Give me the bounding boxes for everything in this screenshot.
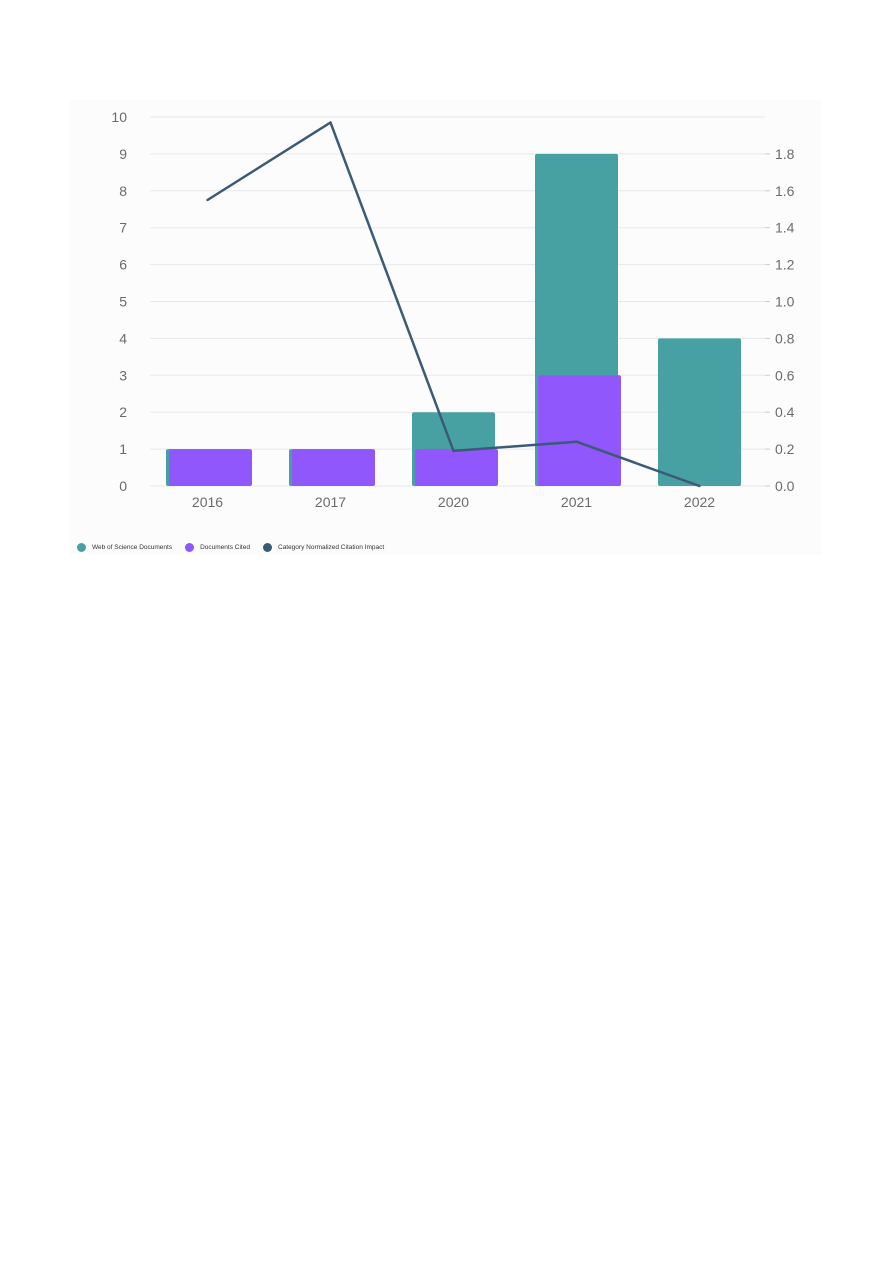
left-tick-label: 10	[111, 109, 127, 125]
x-axis: 2016 2017 2020 2021 2022	[192, 494, 715, 510]
line-point-cnci[interactable]	[329, 121, 332, 124]
bar-documents-cited[interactable]	[169, 449, 252, 486]
left-tick-label: 7	[119, 220, 127, 236]
right-tick-label: 0.8	[775, 330, 795, 346]
category-label: 2017	[315, 494, 346, 510]
legend-label: Category Normalized Citation Impact	[277, 544, 385, 551]
legend-item-wos-documents[interactable]: Web of Science Documents	[77, 543, 172, 552]
legend-dot-wos-documents	[77, 543, 86, 552]
right-tick-label: 1.4	[775, 220, 795, 236]
bar-documents-cited[interactable]	[538, 375, 621, 486]
right-axis: 0.0 0.2 0.4 0.6 0.8 1.0 1.2 1.4 1.6 1.8	[765, 146, 795, 494]
left-tick-label: 9	[119, 146, 127, 162]
left-tick-label: 1	[119, 441, 127, 457]
bars	[166, 153, 741, 486]
left-tick-label: 5	[119, 294, 127, 310]
citation-impact-line	[206, 121, 701, 488]
bar-documents-cited[interactable]	[292, 449, 375, 486]
left-tick-label: 2	[119, 404, 127, 420]
legend-label: Web of Science Documents	[92, 544, 173, 551]
right-tick-label: 1.6	[775, 183, 795, 199]
right-tick-label: 0.4	[775, 404, 795, 420]
legend: Web of Science Documents Documents Cited…	[77, 543, 397, 552]
left-axis: 0 1 2 3 4 5 6 7 8 9 10	[111, 109, 127, 494]
bar-documents-cited[interactable]	[415, 449, 498, 486]
right-tick-label: 0.2	[775, 441, 795, 457]
legend-item-documents-cited[interactable]: Documents Cited	[185, 543, 250, 552]
category-label: 2016	[192, 494, 223, 510]
line-point-cnci[interactable]	[698, 484, 701, 488]
category-label: 2020	[438, 494, 469, 510]
left-tick-label: 0	[119, 478, 127, 494]
legend-item-cnci[interactable]: Category Normalized Citation Impact	[262, 543, 385, 552]
line-point-cnci[interactable]	[206, 198, 209, 202]
right-tick-label: 0.6	[775, 367, 795, 383]
line-point-cnci[interactable]	[452, 449, 455, 453]
left-tick-label: 8	[119, 183, 127, 199]
legend-dot-cnci	[262, 543, 272, 552]
right-tick-label: 1.8	[775, 146, 795, 162]
legend-label: Documents Cited	[200, 544, 250, 551]
category-label: 2021	[561, 494, 592, 510]
right-tick-label: 1.0	[775, 294, 795, 310]
combo-chart: 0 1 2 3 4 5 6 7 8 9 10 0.0 0.2 0.4 0.6 0.8 1.0 1.2 1.4 1.6…	[111, 109, 795, 510]
left-tick-label: 4	[119, 330, 127, 346]
legend-dot-documents-cited	[185, 543, 195, 552]
left-tick-label: 3	[119, 367, 127, 383]
category-label: 2022	[684, 494, 715, 510]
left-tick-label: 6	[119, 257, 127, 273]
right-tick-label: 0.0	[775, 478, 795, 494]
bar-wos-documents[interactable]	[658, 338, 741, 486]
line-point-cnci[interactable]	[575, 440, 578, 443]
right-tick-label: 1.2	[775, 257, 795, 273]
